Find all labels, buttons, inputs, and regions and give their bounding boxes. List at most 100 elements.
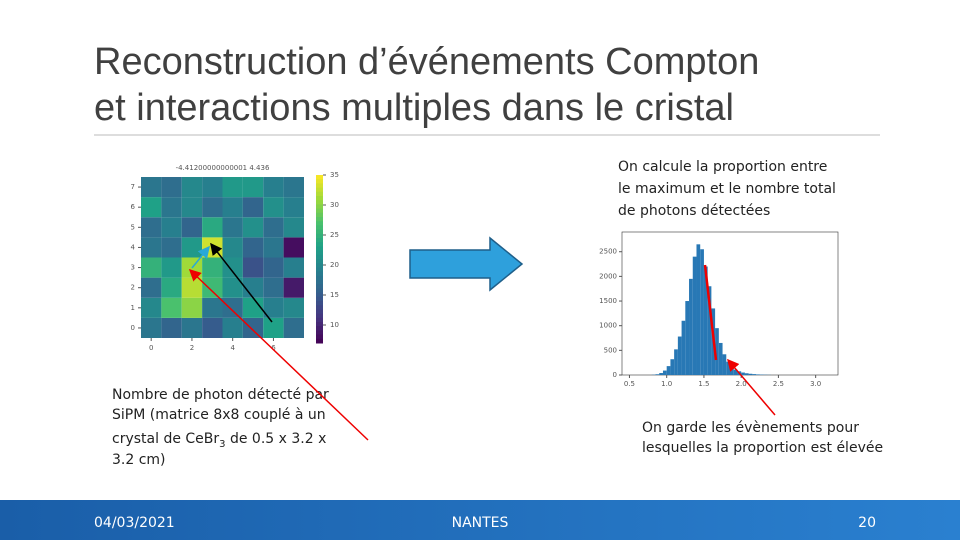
y-tick-label: 5: [131, 223, 135, 231]
y-tick-label: 4: [131, 243, 136, 251]
colorbar-step: [316, 330, 323, 335]
y-tick-label: 6: [131, 203, 136, 211]
text-line: le maximum et le nombre total: [618, 181, 836, 197]
colorbar-step: [316, 309, 323, 314]
text-line: Nombre de photon détecté par: [112, 387, 329, 403]
footer-place: NANTES: [452, 515, 509, 531]
hist-bar: [659, 373, 663, 375]
colorbar-step: [316, 276, 323, 281]
colorbar-step: [316, 217, 323, 222]
cell: [243, 258, 263, 278]
hist-bar: [756, 374, 760, 375]
cell: [161, 278, 181, 298]
colorbar-step: [316, 200, 323, 205]
cell: [223, 217, 243, 237]
cell: [182, 217, 202, 237]
hist-bar: [682, 321, 686, 375]
cell: [263, 217, 283, 237]
cell: [182, 237, 202, 257]
cell: [284, 258, 304, 278]
hist-bar: [685, 301, 689, 375]
colorbar-step: [316, 234, 323, 239]
cell: [223, 237, 243, 257]
heatmap-title: -4.41200000000001 4.436: [176, 164, 270, 172]
hist-bar: [741, 373, 745, 375]
cell: [161, 298, 181, 318]
cell: [243, 177, 263, 197]
cell: [182, 278, 202, 298]
colorbar-step: [316, 179, 323, 184]
colorbar-step: [316, 196, 323, 201]
cell: [243, 197, 263, 217]
cell: [202, 318, 222, 338]
colorbar-step: [316, 267, 323, 272]
footer-page: 20: [858, 515, 876, 531]
cell: [202, 217, 222, 237]
x-tick-label: 2.0: [736, 380, 747, 388]
y-tick-label: 2500: [599, 248, 617, 256]
cell: [223, 177, 243, 197]
hist-bar: [752, 374, 756, 375]
cell: [182, 197, 202, 217]
cell: [141, 318, 161, 338]
text-part: de 0.5 x 3.2 x: [226, 431, 327, 447]
colorbar-step: [316, 288, 323, 293]
cell: [284, 298, 304, 318]
x-tick-label: 0: [149, 344, 153, 352]
cell: [141, 177, 161, 197]
colorbar-step: [316, 259, 323, 264]
cell: [161, 197, 181, 217]
hist-bar: [719, 343, 723, 375]
cell: [202, 258, 222, 278]
text-line: On calcule la proportion entre: [618, 159, 827, 175]
cell: [284, 318, 304, 338]
cell: [223, 258, 243, 278]
text-line: de photons détectées: [618, 203, 770, 219]
x-tick-label: 1.5: [698, 380, 709, 388]
colorbar-step: [316, 305, 323, 310]
cell: [284, 197, 304, 217]
hist-bar: [674, 349, 678, 375]
x-tick-label: 2.5: [773, 380, 784, 388]
hist-bar: [663, 371, 667, 375]
x-tick-label: 4: [230, 344, 235, 352]
cell: [284, 217, 304, 237]
y-tick-label: 0: [131, 324, 135, 332]
cell: [263, 318, 283, 338]
x-tick-label: 3.0: [810, 380, 821, 388]
cell: [263, 237, 283, 257]
hist-bar: [678, 337, 682, 375]
cell: [161, 318, 181, 338]
cell: [161, 217, 181, 237]
y-tick-label: 0: [613, 371, 617, 379]
colorbar-step: [316, 188, 323, 193]
cell: [182, 177, 202, 197]
cell: [202, 298, 222, 318]
cell: [161, 258, 181, 278]
hist-bar: [689, 279, 693, 375]
x-tick-label: 1.0: [661, 380, 672, 388]
colorbar-step: [316, 326, 323, 331]
cell: [263, 177, 283, 197]
cell: [161, 237, 181, 257]
cell: [243, 217, 263, 237]
cell: [223, 318, 243, 338]
colorbar-step: [316, 339, 323, 344]
cell: [161, 177, 181, 197]
colorbar-step: [316, 263, 323, 268]
text-line: lesquelles la proportion est élevée: [642, 440, 883, 456]
y-tick-label: 500: [604, 346, 617, 354]
cell: [202, 177, 222, 197]
cell: [243, 318, 263, 338]
text-line: 3.2 cm): [112, 452, 166, 468]
colorbar-step: [316, 272, 323, 277]
cell: [223, 197, 243, 217]
hist-bar: [667, 366, 671, 375]
cell: [223, 298, 243, 318]
cell: [182, 318, 202, 338]
colorbar-step: [316, 255, 323, 260]
colorbar-step: [316, 293, 323, 298]
cell: [202, 278, 222, 298]
hist-bar: [749, 374, 753, 375]
